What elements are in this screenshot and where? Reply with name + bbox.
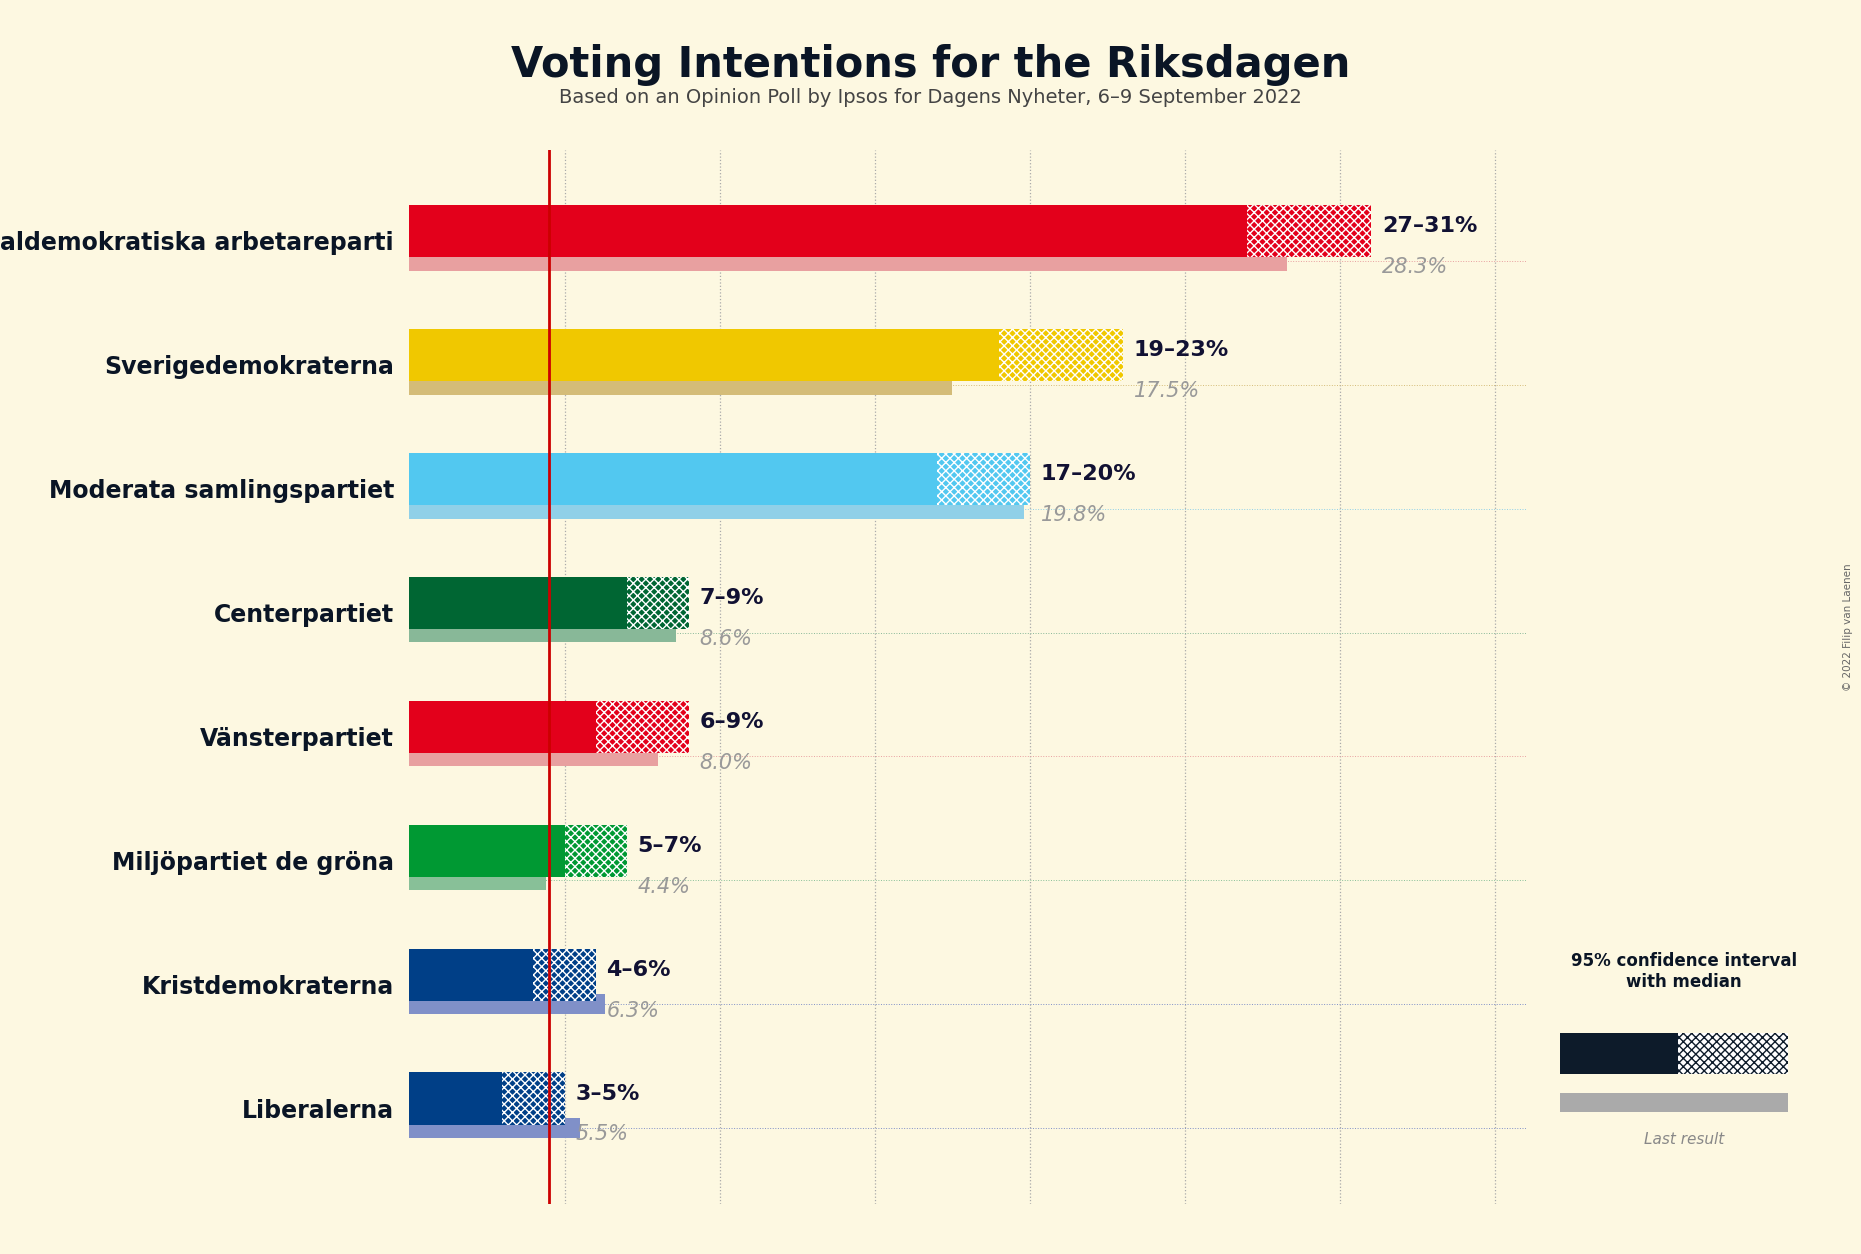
Text: 3–5%: 3–5% bbox=[575, 1083, 640, 1104]
Text: 4–6%: 4–6% bbox=[607, 959, 670, 979]
Bar bbox=[627, 577, 689, 628]
Text: 17.5%: 17.5% bbox=[1133, 381, 1200, 401]
Bar bbox=[564, 825, 627, 877]
Text: Miljöpartiet de gröna: Miljöpartiet de gröna bbox=[112, 851, 395, 875]
Bar bbox=[1679, 1033, 1788, 1073]
Bar bbox=[409, 948, 534, 1001]
Text: Last result: Last result bbox=[1643, 1132, 1725, 1147]
Bar bbox=[409, 375, 953, 395]
Text: 5–7%: 5–7% bbox=[636, 835, 702, 855]
Bar bbox=[409, 1072, 502, 1125]
Text: 7–9%: 7–9% bbox=[700, 588, 763, 608]
Text: 6–9%: 6–9% bbox=[700, 712, 763, 732]
Bar bbox=[409, 701, 596, 752]
Bar bbox=[1679, 1033, 1788, 1073]
Text: Liberalerna: Liberalerna bbox=[242, 1099, 395, 1122]
Bar bbox=[409, 1119, 581, 1139]
Bar bbox=[596, 701, 689, 752]
Text: Based on an Opinion Poll by Ipsos for Dagens Nyheter, 6–9 September 2022: Based on an Opinion Poll by Ipsos for Da… bbox=[558, 88, 1303, 107]
Text: 19.8%: 19.8% bbox=[1040, 505, 1107, 525]
Text: 19–23%: 19–23% bbox=[1133, 340, 1228, 360]
Bar bbox=[1560, 1033, 1679, 1073]
Bar bbox=[502, 1072, 564, 1125]
Bar bbox=[409, 453, 936, 505]
Text: Sverigedemokraterna: Sverigedemokraterna bbox=[104, 355, 395, 380]
Bar bbox=[409, 499, 1024, 519]
Bar bbox=[409, 623, 676, 642]
Bar bbox=[936, 453, 1029, 505]
Text: 17–20%: 17–20% bbox=[1040, 464, 1137, 484]
Text: 4.4%: 4.4% bbox=[636, 877, 690, 897]
Bar bbox=[409, 329, 999, 381]
Text: 95% confidence interval
with median: 95% confidence interval with median bbox=[1571, 952, 1798, 991]
Bar bbox=[409, 577, 627, 628]
Text: Sveriges socialdemokratiska arbetareparti: Sveriges socialdemokratiska arbetarepart… bbox=[0, 232, 395, 256]
Text: 28.3%: 28.3% bbox=[1381, 257, 1448, 277]
Text: Voting Intentions for the Riksdagen: Voting Intentions for the Riksdagen bbox=[510, 44, 1351, 85]
Bar bbox=[409, 994, 605, 1014]
Bar bbox=[999, 329, 1122, 381]
Text: Moderata samlingspartiet: Moderata samlingspartiet bbox=[48, 479, 395, 503]
Bar bbox=[999, 329, 1122, 381]
Text: Kristdemokraterna: Kristdemokraterna bbox=[141, 974, 395, 999]
Bar bbox=[534, 948, 596, 1001]
Bar bbox=[1247, 204, 1372, 257]
Text: 8.6%: 8.6% bbox=[700, 628, 752, 648]
Bar bbox=[936, 453, 1029, 505]
Bar bbox=[596, 701, 689, 752]
Text: 8.0%: 8.0% bbox=[700, 752, 752, 772]
Text: 5.5%: 5.5% bbox=[575, 1125, 629, 1145]
Bar bbox=[409, 825, 564, 877]
Text: Centerpartiet: Centerpartiet bbox=[214, 603, 395, 627]
Bar bbox=[502, 1072, 564, 1125]
Text: Vänsterpartiet: Vänsterpartiet bbox=[199, 727, 395, 751]
Bar bbox=[1560, 1092, 1788, 1111]
Text: © 2022 Filip van Laenen: © 2022 Filip van Laenen bbox=[1842, 563, 1854, 691]
Bar bbox=[409, 204, 1247, 257]
Bar bbox=[534, 948, 596, 1001]
Bar bbox=[409, 251, 1288, 271]
Bar bbox=[409, 746, 657, 766]
Bar bbox=[564, 825, 627, 877]
Bar bbox=[627, 577, 689, 628]
Text: 27–31%: 27–31% bbox=[1381, 216, 1478, 236]
Bar bbox=[1247, 204, 1372, 257]
Text: 6.3%: 6.3% bbox=[607, 1001, 659, 1021]
Bar bbox=[409, 870, 545, 890]
